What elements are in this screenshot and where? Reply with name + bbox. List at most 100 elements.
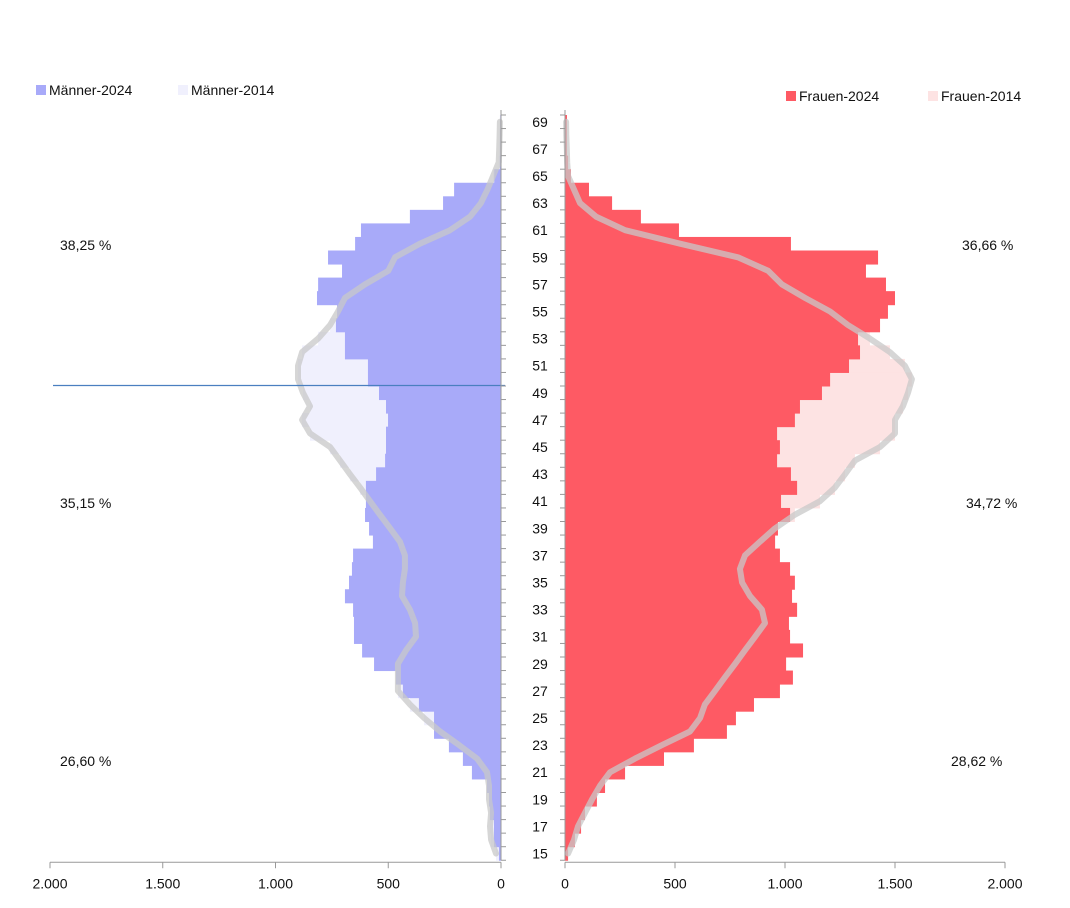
bar-frauen-2024-age-29 — [565, 657, 787, 672]
legend-right: Frauen-2024 Frauen-2014 — [786, 88, 1021, 104]
age-label-39: 39 — [532, 520, 548, 536]
age-label-45: 45 — [532, 439, 548, 455]
left-x-tick-label: 0 — [497, 875, 505, 891]
left-x-tick-label: 1.500 — [145, 875, 180, 891]
bar-frauen-2024-age-26 — [565, 697, 754, 712]
bar-maenner-2024-age-40 — [365, 507, 501, 522]
legend-swatch-frauen-2014 — [928, 91, 938, 101]
legend-swatch-frauen-2024 — [786, 91, 796, 101]
bar-maenner-2024-age-27 — [402, 684, 501, 699]
bar-frauen-2024-age-53 — [565, 331, 859, 346]
bar-maenner-2024-age-17 — [494, 819, 501, 834]
bar-maenner-2024-age-35 — [349, 575, 501, 590]
bar-frauen-2024-age-41 — [565, 494, 782, 509]
bar-frauen-2024-age-24 — [565, 724, 727, 739]
bar-maenner-2024-age-65 — [494, 169, 501, 184]
left-x-tick-label: 2.000 — [32, 875, 67, 891]
bar-frauen-2024-age-58 — [565, 264, 866, 279]
bar-maenner-2024-age-37 — [353, 548, 501, 563]
age-label-51: 51 — [532, 358, 548, 374]
age-label-57: 57 — [532, 276, 548, 292]
bar-frauen-2024-age-52 — [565, 345, 861, 360]
bar-frauen-2024-age-56 — [565, 291, 895, 306]
bar-frauen-2024-age-59 — [565, 250, 879, 265]
right-x-tick-label: 2.000 — [987, 875, 1022, 891]
legend-label-frauen-2024: Frauen-2024 — [799, 88, 879, 104]
age-label-35: 35 — [532, 574, 548, 590]
bar-maenner-2024-age-58 — [342, 264, 501, 279]
bar-maenner-2024-age-63 — [443, 196, 501, 211]
bar-maenner-2024-age-47 — [388, 413, 501, 428]
bar-maenner-2024-age-28 — [395, 670, 501, 685]
annotation-right-top: 36,66 % — [962, 237, 1013, 253]
age-label-63: 63 — [532, 195, 548, 211]
bar-maenner-2024-age-19 — [489, 792, 501, 807]
left-x-tick-label: 1.000 — [258, 875, 293, 891]
age-label-69: 69 — [532, 114, 548, 130]
annotation-right-bottom: 28,62 % — [951, 753, 1002, 769]
bar-maenner-2024-age-48 — [385, 399, 501, 414]
annotation-right-middle: 34,72 % — [966, 495, 1017, 511]
bar-maenner-2024-age-32 — [353, 616, 501, 631]
bar-maenner-2024-age-54 — [335, 318, 501, 333]
bar-maenner-2024-age-16 — [494, 833, 501, 848]
bar-maenner-2024-age-41 — [365, 494, 501, 509]
age-label-37: 37 — [532, 547, 548, 563]
bar-maenner-2024-age-36 — [351, 562, 501, 577]
bar-maenner-2024-age-51 — [367, 358, 501, 373]
age-label-33: 33 — [532, 602, 548, 618]
right-x-tick-label: 0 — [561, 875, 569, 891]
age-label-59: 59 — [532, 249, 548, 265]
age-label-55: 55 — [532, 303, 548, 319]
bar-maenner-2024-age-15 — [498, 846, 501, 861]
bar-frauen-2024-age-38 — [565, 535, 776, 550]
bar-frauen-2024-age-42 — [565, 480, 798, 495]
bar-maenner-2024-age-26 — [418, 697, 501, 712]
age-label-49: 49 — [532, 385, 548, 401]
bar-frauen-2024-age-44 — [565, 453, 778, 468]
bar-frauen-2024-age-32 — [565, 616, 789, 631]
legend-label-maenner-2024: Männer-2024 — [49, 82, 132, 98]
labels: 2.000 1.500 1.000 500 0 0 500 1.000 1.500 2.000 69… — [32, 114, 1022, 891]
bar-frauen-2024-age-46 — [565, 426, 778, 441]
age-label-21: 21 — [532, 764, 548, 780]
bar-maenner-2024-age-62 — [409, 209, 501, 224]
line-frauen-2014 — [563, 118, 915, 857]
bar-maenner-2024-age-57 — [318, 277, 501, 292]
age-label-47: 47 — [532, 412, 548, 428]
age-label-53: 53 — [532, 331, 548, 347]
legend-swatch-maenner-2024 — [36, 85, 46, 95]
bar-frauen-2024-age-16 — [565, 833, 575, 848]
bar-maenner-2024-age-55 — [337, 304, 501, 319]
line-maenner-2014 — [295, 118, 503, 857]
bar-frauen-2024-age-50 — [565, 372, 831, 387]
bar-maenner-2024-age-43 — [376, 467, 501, 482]
age-label-23: 23 — [532, 737, 548, 753]
bar-frauen-2024-age-57 — [565, 277, 886, 292]
bar-maenner-2024-age-18 — [489, 806, 501, 821]
bar-maenner-2024-age-24 — [434, 724, 501, 739]
bar-maenner-2024-age-60 — [355, 236, 501, 251]
bar-frauen-2024-age-47 — [565, 413, 795, 428]
age-label-15: 15 — [532, 845, 548, 861]
bar-frauen-2024-age-30 — [565, 643, 804, 658]
bars — [298, 115, 912, 861]
age-label-61: 61 — [532, 222, 548, 238]
bar-frauen-2024-age-23 — [565, 738, 694, 753]
bar-maenner-2024-age-38 — [372, 535, 501, 550]
bar-maenner-2024-age-29 — [374, 657, 501, 672]
bar-maenner-2024-age-31 — [353, 629, 501, 644]
bar-frauen-2024-age-33 — [565, 602, 798, 617]
bar-frauen-2024-age-35 — [565, 575, 795, 590]
bar-frauen-2024-age-55 — [565, 304, 888, 319]
bar-maenner-2024-age-45 — [385, 440, 501, 455]
annotation-left-top: 38,25 % — [60, 237, 111, 253]
bar-maenner-2024-age-56 — [316, 291, 501, 306]
bar-maenner-2024-age-39 — [369, 521, 501, 536]
right-x-tick-label: 1.000 — [767, 875, 802, 891]
bar-frauen-2024-age-25 — [565, 711, 736, 726]
bar-frauen-2024-age-48 — [565, 399, 800, 414]
legend-left: Männer-2024 Männer-2014 — [36, 82, 274, 98]
annotation-left-bottom: 26,60 % — [60, 753, 111, 769]
axes — [49, 110, 1006, 869]
